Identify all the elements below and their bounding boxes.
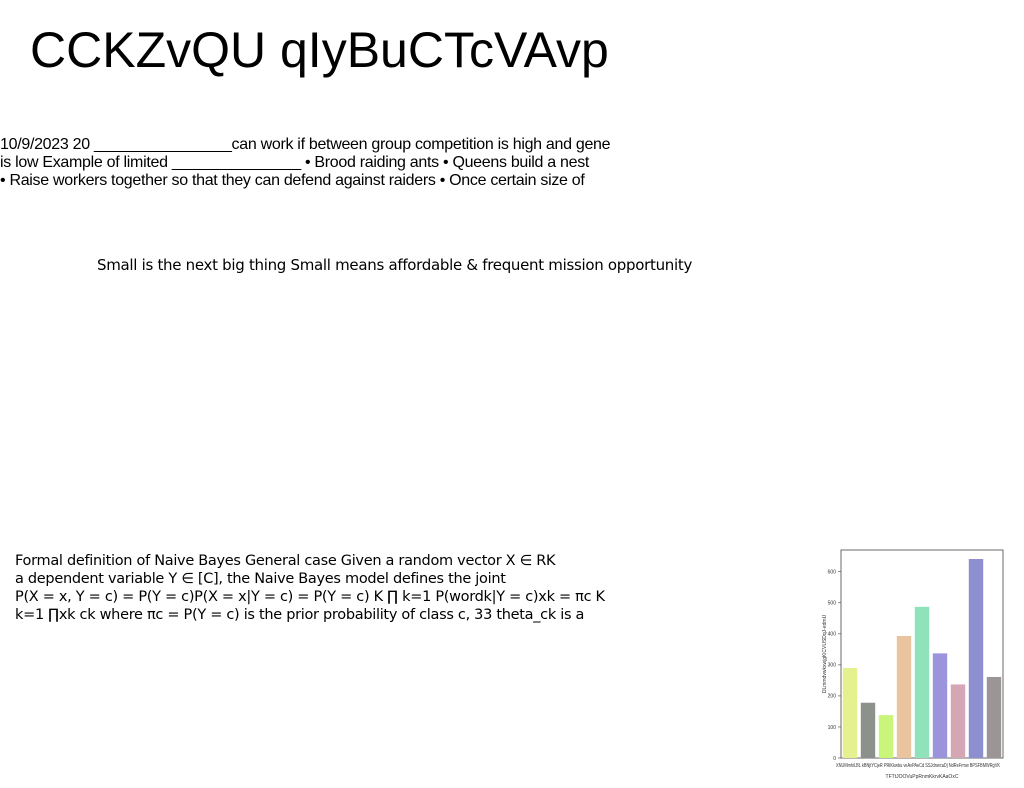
y-tick-label: 300 — [828, 663, 837, 669]
y-axis-label: DLmmdvwkxwjgKiCVUSDqJ-edmU — [822, 614, 828, 693]
bar — [968, 559, 984, 758]
y-tick-label: 0 — [833, 756, 836, 762]
text-line: a dependent variable Y ∈ [C], the Naive … — [15, 571, 506, 587]
bar-chart-svg: 0 100 200 300 400 500 600 XNUMmhiLBL kBNjtYCjeR… — [822, 549, 1004, 780]
bar — [896, 635, 912, 758]
y-tick-label: 200 — [828, 694, 837, 700]
text-block-naive-bayes: Formal definition of Naive Bayes General… — [15, 552, 605, 624]
bar — [842, 667, 858, 758]
bar — [932, 653, 948, 758]
text-line: k=1 ∏xk ck where πc = P(Y = c) is the pr… — [15, 607, 585, 623]
page-title: CCKZvQU qIyBuCTcVAvp — [30, 22, 609, 78]
text-line: Formal definition of Naive Bayes General… — [15, 553, 556, 569]
bar — [986, 676, 1002, 758]
y-tick-label: 400 — [828, 632, 837, 638]
x-axis-label: TFTtJOOVuPpRnmKkrvKAaOxC — [886, 774, 959, 780]
y-tick-label: 600 — [828, 570, 837, 576]
text-block-ants: 10/9/2023 20 ________________can work if… — [0, 136, 660, 190]
text-line: is low Example of limited ______________… — [0, 154, 590, 171]
y-tick-label: 500 — [828, 601, 837, 607]
y-tick-label: 100 — [828, 725, 837, 731]
bar — [950, 684, 966, 758]
bar — [914, 606, 930, 758]
text-line: 10/9/2023 20 ________________can work if… — [0, 136, 611, 153]
text-line: • Raise workers together so that they ca… — [0, 172, 585, 189]
bar — [860, 702, 876, 758]
bar-chart: 0 100 200 300 400 500 600 XNUMmhiLBL kBNjtYCjeR… — [814, 545, 1009, 785]
bar — [878, 715, 894, 758]
x-axis-label: XNUMmhiLBL kBNjtYCjeR PRtKkwbu veAvPAeCd… — [836, 763, 1001, 769]
text-block-small: Small is the next big thing Small means … — [97, 256, 693, 274]
text-line: P(X = x, Y = c) = P(Y = c)P(X = x|Y = c)… — [15, 589, 605, 605]
